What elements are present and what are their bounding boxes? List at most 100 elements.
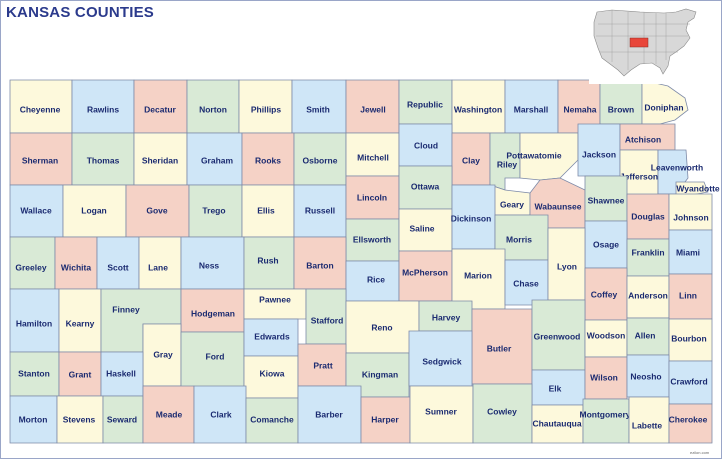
county-shape-montgomery[interactable] [582, 398, 630, 444]
county-anderson[interactable]: Anderson [626, 275, 670, 319]
county-decatur[interactable]: Decatur [133, 79, 188, 134]
county-sumner[interactable]: Sumner [409, 385, 474, 444]
county-reno[interactable]: Reno [345, 300, 420, 354]
county-marion[interactable]: Marion [451, 248, 506, 310]
county-logan[interactable]: Logan [62, 184, 127, 238]
county-wilson[interactable]: Wilson [584, 356, 628, 400]
county-cloud[interactable]: Cloud [398, 123, 453, 167]
county-barber[interactable]: Barber [297, 385, 362, 444]
county-grant[interactable]: Grant [58, 351, 102, 397]
county-wichita[interactable]: Wichita [54, 236, 98, 290]
county-gove[interactable]: Gove [125, 184, 190, 238]
county-labette[interactable]: Labette [628, 396, 670, 444]
county-woodson[interactable]: Woodson [584, 319, 628, 358]
county-allen[interactable]: Allen [626, 317, 670, 356]
county-shawnee[interactable]: Shawnee [584, 175, 628, 222]
county-linn[interactable]: Linn [668, 273, 713, 320]
county-clay[interactable]: Clay [451, 132, 491, 186]
county-pawnee[interactable]: Pawnee [243, 288, 307, 320]
county-edwards[interactable]: Edwards [243, 318, 299, 357]
county-greenwood[interactable]: Greenwood [531, 299, 586, 371]
county-rice[interactable]: Rice [345, 260, 400, 302]
county-sedgwick[interactable]: Sedgwick [408, 330, 473, 387]
county-harvey[interactable]: Harvey [418, 300, 473, 332]
county-haskell[interactable]: Haskell [100, 351, 144, 397]
county-ford[interactable]: Ford [180, 331, 245, 395]
county-shape-ford[interactable] [180, 331, 245, 395]
county-riley[interactable]: Riley [489, 132, 521, 191]
county-seward[interactable]: Seward [102, 395, 144, 444]
county-cherokee[interactable]: Cherokee [668, 403, 713, 444]
county-franklin[interactable]: Franklin [626, 238, 670, 277]
county-chautauqua[interactable]: Chautauqua [531, 404, 584, 444]
county-ness[interactable]: Ness [180, 236, 245, 290]
county-cowley[interactable]: Cowley [472, 383, 533, 444]
county-phillips[interactable]: Phillips [238, 79, 293, 134]
county-osborne[interactable]: Osborne [293, 132, 347, 186]
county-crawford[interactable]: Crawford [668, 360, 713, 405]
county-sherman[interactable]: Sherman [9, 132, 73, 186]
county-montgomery[interactable]: Montgomery [580, 398, 631, 444]
county-pratt[interactable]: Pratt [297, 343, 347, 387]
county-saline[interactable]: Saline [398, 208, 453, 252]
county-cheyenne[interactable]: Cheyenne [9, 79, 73, 134]
county-geary[interactable]: Geary [489, 184, 531, 216]
county-greeley[interactable]: Greeley [9, 236, 56, 290]
county-miami[interactable]: Miami [668, 229, 713, 275]
county-ottawa[interactable]: Ottawa [398, 165, 453, 210]
county-hamilton[interactable]: Hamilton [9, 288, 60, 353]
county-neosho[interactable]: Neosho [626, 354, 670, 398]
county-thomas[interactable]: Thomas [71, 132, 135, 186]
county-comanche[interactable]: Comanche [245, 397, 299, 444]
county-hodgeman[interactable]: Hodgeman [180, 288, 245, 333]
county-stanton[interactable]: Stanton [9, 351, 60, 397]
county-marshall[interactable]: Marshall [504, 79, 559, 134]
county-harper[interactable]: Harper [360, 396, 411, 444]
county-coffey[interactable]: Coffey [584, 267, 628, 321]
county-russell[interactable]: Russell [293, 184, 347, 238]
county-stafford[interactable]: Stafford [305, 288, 347, 345]
county-morton[interactable]: Morton [9, 395, 58, 444]
county-ellsworth[interactable]: Ellsworth [345, 218, 400, 262]
county-lyon[interactable]: Lyon [547, 227, 586, 301]
county-mcpherson[interactable]: McPherson [398, 250, 453, 302]
county-wallace[interactable]: Wallace [9, 184, 64, 238]
county-douglas[interactable]: Douglas [626, 193, 670, 240]
county-rooks[interactable]: Rooks [241, 132, 295, 186]
county-shape-brown[interactable] [599, 79, 643, 125]
county-kiowa[interactable]: Kiowa [243, 355, 299, 399]
county-bourbon[interactable]: Bourbon [668, 318, 713, 362]
county-shape-franklin[interactable] [626, 238, 670, 277]
county-clark[interactable]: Clark [193, 385, 247, 444]
county-dickinson[interactable]: Dickinson [451, 184, 496, 250]
county-jackson[interactable]: Jackson [577, 123, 621, 177]
county-atchison[interactable]: Atchison [619, 123, 676, 151]
county-jewell[interactable]: Jewell [345, 79, 400, 134]
county-butler[interactable]: Butler [471, 308, 533, 385]
county-elk[interactable]: Elk [531, 369, 586, 406]
county-barton[interactable]: Barton [293, 236, 347, 290]
county-lincoln[interactable]: Lincoln [345, 175, 400, 220]
county-sheridan[interactable]: Sheridan [133, 132, 188, 186]
county-chase[interactable]: Chase [504, 259, 549, 306]
county-washington[interactable]: Washington [451, 79, 506, 134]
county-brown[interactable]: Brown [599, 79, 643, 125]
county-republic[interactable]: Republic [398, 79, 453, 125]
county-scott[interactable]: Scott [96, 236, 140, 290]
county-rush[interactable]: Rush [243, 236, 295, 290]
county-johnson[interactable]: Johnson [668, 193, 713, 231]
county-meade[interactable]: Meade [142, 385, 195, 444]
county-lane[interactable]: Lane [138, 236, 182, 290]
county-stevens[interactable]: Stevens [56, 395, 104, 444]
county-mitchell[interactable]: Mitchell [345, 132, 400, 177]
county-rawlins[interactable]: Rawlins [71, 79, 135, 134]
county-doniphan[interactable]: Doniphan [641, 79, 689, 125]
county-norton[interactable]: Norton [186, 79, 240, 134]
county-graham[interactable]: Graham [186, 132, 243, 186]
county-shape-cherokee[interactable] [668, 403, 713, 444]
county-smith[interactable]: Smith [291, 79, 347, 134]
county-trego[interactable]: Trego [188, 184, 243, 238]
county-osage[interactable]: Osage [584, 220, 628, 269]
county-ellis[interactable]: Ellis [241, 184, 295, 238]
county-gray[interactable]: Gray [142, 323, 182, 387]
